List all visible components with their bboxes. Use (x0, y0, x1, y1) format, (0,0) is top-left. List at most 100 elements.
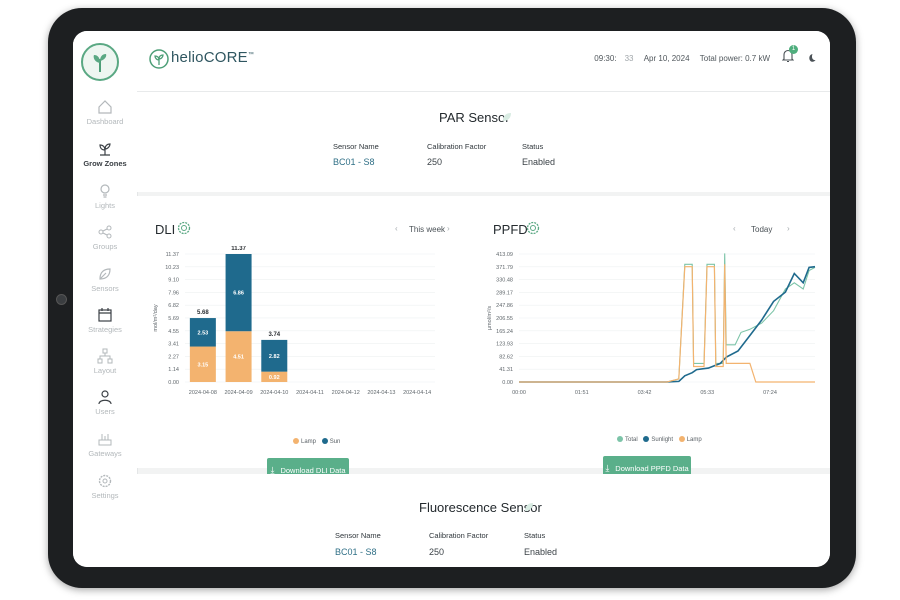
bar-total-label: 5.68 (197, 310, 209, 316)
y-tick-label: 6.82 (168, 303, 179, 309)
sun-ring-icon (177, 221, 191, 235)
sidebar-item-grow-zones[interactable]: Grow Zones (73, 141, 137, 168)
y-tick-label: 41.31 (499, 367, 513, 373)
y-tick-label: 3.41 (168, 342, 179, 348)
bar-lamp-label: 3.15 (197, 362, 208, 368)
bar-lamp (189, 346, 216, 382)
par-sensor-panel: PAR Sensor Sensor Name BC01 - S8 Calibra… (137, 92, 830, 192)
share-icon (98, 225, 112, 239)
gateway-icon (98, 434, 112, 446)
sidebar-item-settings[interactable]: Settings (73, 473, 137, 500)
leaf-icon (99, 268, 111, 280)
sidebar-item-label: Lights (94, 201, 115, 210)
dli-prev-arrow[interactable]: ‹ (395, 224, 398, 233)
y-tick-label: 0.00 (168, 380, 179, 386)
sidebar-item-label: Grow Zones (83, 159, 127, 168)
sidebar-item-groups[interactable]: Groups (73, 224, 137, 251)
dli-legend: Lamp Sun (289, 438, 340, 445)
sidebar-item-lights[interactable]: Lights (73, 183, 137, 210)
sensor-name-value[interactable]: BC01 - S8 (333, 157, 375, 167)
x-tick-label: 2024-04-11 (296, 390, 324, 396)
moon-icon[interactable] (806, 53, 816, 63)
legend-lamp: Lamp (301, 439, 317, 445)
x-tick-label: 2024-04-08 (189, 390, 217, 396)
bell-icon[interactable] (782, 49, 794, 63)
sidebar-item-label: Strategies (88, 325, 122, 334)
layout-icon (97, 348, 113, 364)
brand-name[interactable]: helioCORE™ (171, 49, 254, 66)
bar-lamp (225, 331, 252, 382)
sidebar-item-dashboard[interactable]: Dashboard (73, 99, 137, 126)
brand-plant-icon (149, 49, 169, 69)
legend-sun-swatch (321, 438, 328, 444)
y-tick-label: 165.24 (496, 329, 513, 335)
y-tick-label: 9.10 (168, 278, 179, 284)
fluorescence-sensor-title: Fluorescence Sensor (419, 500, 542, 515)
x-tick-label: 05:33 (700, 390, 714, 396)
y-tick-label: 5.69 (168, 316, 179, 322)
download-icon: ⤓ (270, 465, 275, 475)
y-axis-label: mol/m²/day (153, 304, 159, 331)
total-power: Total power: 0.7 kW (699, 54, 770, 63)
x-tick-label: 2024-04-13 (367, 390, 395, 396)
dli-period: This week (409, 225, 446, 234)
y-tick-label: 10.23 (165, 265, 179, 271)
status-label: Status (524, 531, 546, 540)
y-tick-label: 247.86 (496, 303, 513, 309)
series-line-lamp (519, 264, 815, 383)
legend-lamp: Lamp (686, 437, 702, 443)
x-tick-label: 2024-04-14 (403, 390, 431, 396)
sidebar-item-strategies[interactable]: Strategies (73, 307, 137, 334)
download-dli-label: Download DLI Data (280, 466, 346, 475)
brand-tm: ™ (247, 52, 255, 58)
top-header: helioCORE™ 09:30: 33 Apr 10, 2024 Total p… (137, 31, 830, 92)
bar-sun (261, 339, 288, 372)
sidebar-item-label: Gateways (88, 449, 122, 458)
sidebar-item-label: Users (95, 407, 115, 416)
gear-icon (98, 474, 112, 488)
app-logo[interactable] (81, 43, 119, 81)
sprout-icon (99, 143, 111, 156)
sidebar-item-layout[interactable]: Layout (73, 348, 137, 375)
sensor-name-value[interactable]: BC01 - S8 (335, 547, 377, 557)
bar-total-label: 11.37 (231, 246, 246, 252)
y-tick-label: 7.96 (168, 290, 179, 296)
y-tick-label: 206.55 (496, 316, 513, 322)
sidebar-item-label: Sensors (91, 284, 119, 293)
sidebar-item-label: Layout (93, 366, 117, 375)
legend-sun: Sun (329, 439, 341, 445)
y-tick-label: 371.79 (496, 265, 513, 271)
y-tick-label: 330.48 (496, 278, 513, 284)
dli-title: DLI (155, 222, 176, 237)
notification-badge: 1 (789, 45, 798, 54)
x-tick-label: 07:24 (763, 390, 777, 396)
clock-time: 09:30 (594, 54, 615, 63)
dli-next-arrow[interactable]: › (447, 224, 450, 233)
leaf-badge-icon (525, 503, 533, 511)
calendar-icon (98, 308, 112, 322)
sidebar-item-label: Dashboard (86, 117, 124, 126)
legend-sunlight: Sunlight (651, 437, 674, 443)
ppfd-next-arrow[interactable]: › (787, 224, 790, 233)
download-icon: ⤓ (605, 463, 610, 473)
legend-total-swatch (617, 436, 623, 442)
ppfd-legend: Total Sunlight Lamp (613, 436, 702, 443)
sidebar-item-sensors[interactable]: Sensors (73, 266, 137, 293)
x-tick-label: 03:42 (638, 390, 652, 396)
bar-lamp-label: 4.51 (233, 355, 244, 361)
charts-panel: DLI ‹ This week › 0.00 1.14 2.27 3.41 4.55 5.… (137, 196, 830, 482)
bar-sun-label: 6.86 (233, 291, 244, 297)
fluorescence-sensor-panel: Fluorescence Sensor Sensor Name BC01 - S… (137, 474, 830, 567)
date: Apr 10, 2024 (643, 54, 690, 63)
x-tick-label: 2024-04-09 (225, 390, 253, 396)
ppfd-prev-arrow[interactable]: ‹ (733, 224, 736, 233)
x-tick-label: 2024-04-12 (332, 390, 360, 396)
status-label: Status (522, 142, 544, 151)
sidebar-item-gateways[interactable]: Gateways (73, 431, 137, 458)
sidebar-item-users[interactable]: Users (73, 389, 137, 416)
x-tick-label: 00:00 (512, 390, 526, 396)
y-tick-label: 413.09 (496, 252, 513, 258)
legend-lamp-swatch (293, 438, 299, 444)
y-tick-label: 1.14 (168, 367, 179, 373)
legend-lamp-swatch (678, 436, 685, 442)
